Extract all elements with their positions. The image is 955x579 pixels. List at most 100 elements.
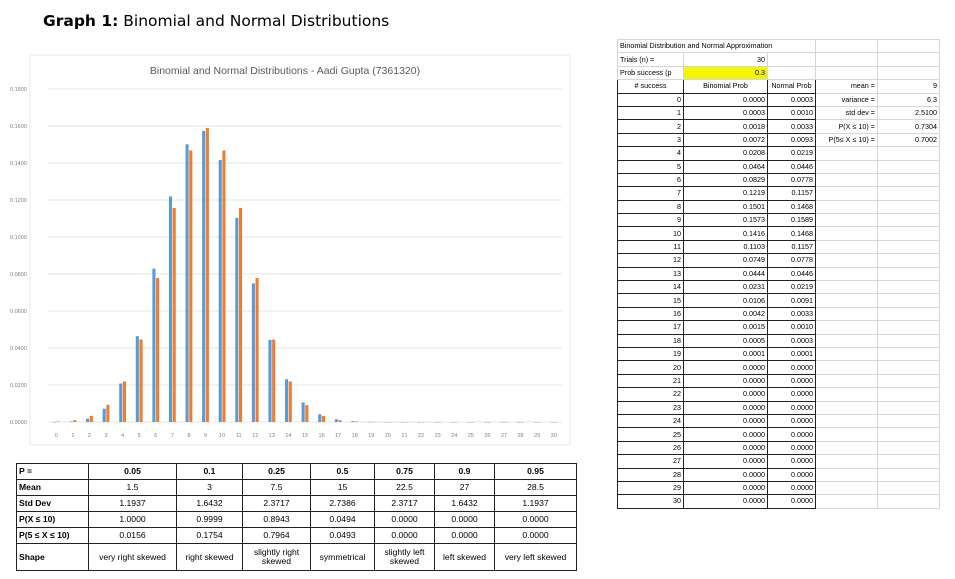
summary-label: mean =: [815, 79, 878, 94]
empty-cell: [815, 65, 878, 81]
stats-table: P = 0.05 0.1 0.25 0.5 0.75 0.9 0.95 Mean 1.5 3 7.5 1…: [16, 463, 577, 571]
binomial-prob: 0.0208: [683, 146, 768, 161]
table-cell: 2.3717: [242, 495, 311, 512]
empty-cell: [877, 454, 940, 469]
sheet-data-row: 28 0.0000 0.0000: [617, 467, 940, 482]
summary-value: 6.3: [877, 92, 940, 107]
binomial-prob: 0.0018: [683, 119, 768, 134]
binomial-bar: [268, 339, 272, 422]
table-cell: right skewed: [176, 543, 243, 571]
sheet-data-row: 6 0.0829 0.0778: [617, 172, 940, 188]
normal-prob: 0.0000: [767, 467, 816, 482]
normal-prob: 0.0000: [767, 454, 816, 469]
binomial-bar: [102, 408, 106, 422]
x-tick-label: 19: [368, 433, 374, 439]
x-tick-label: 26: [484, 433, 490, 439]
success-count: 11: [617, 239, 684, 255]
empty-cell: [815, 280, 878, 295]
empty-cell: [877, 52, 940, 67]
empty-cell: [877, 280, 940, 295]
binomial-prob: 0.1501: [683, 199, 768, 215]
binomial-prob: 0.0072: [683, 132, 768, 148]
table-cell: very left skewed: [494, 543, 577, 571]
binomial-prob: 0.0000: [683, 360, 768, 375]
normal-prob: 0.0003: [767, 333, 816, 348]
success-count: 9: [617, 213, 684, 228]
x-tick-label: 23: [435, 433, 441, 439]
x-tick-label: 4: [121, 433, 124, 439]
normal-bar: [89, 415, 93, 422]
normal-bar: [122, 381, 127, 422]
success-count: 6: [617, 172, 684, 188]
empty-cell: [877, 413, 940, 429]
sheet-data-row: 9 0.1573 0.1589: [617, 213, 940, 228]
normal-prob: 0.0033: [767, 306, 816, 322]
empty-cell: [815, 213, 878, 228]
summary-label: P(X ≤ 10) =: [815, 119, 878, 134]
normal-prob: 0.0001: [767, 346, 816, 362]
table-cell: 0.95: [494, 463, 577, 480]
table-cell: 1.6432: [434, 495, 495, 512]
table-cell: slightly left skewed: [374, 543, 435, 571]
success-count: 28: [617, 467, 684, 482]
table-cell: 1.1937: [88, 495, 177, 512]
empty-cell: [877, 213, 940, 228]
empty-cell: [877, 172, 940, 188]
table-cell: 2.3717: [374, 495, 435, 512]
trials-row: Trials (n) = 30: [617, 52, 940, 67]
binomial-prob: 0.0000: [683, 480, 768, 496]
sheet-data-row: 5 0.0464 0.0446: [617, 159, 940, 174]
table-cell: 0.9999: [176, 511, 243, 528]
normal-bar: [288, 381, 292, 422]
empty-cell: [877, 467, 940, 482]
success-count: 0: [617, 92, 684, 107]
binomial-prob: 0.0231: [683, 280, 768, 295]
empty-cell: [815, 38, 878, 54]
table-cell: 15: [310, 479, 375, 496]
normal-bar: [338, 420, 342, 422]
normal-prob: 0.0778: [767, 253, 816, 268]
binomial-prob: 0.0000: [683, 427, 768, 442]
empty-cell: [877, 400, 940, 415]
empty-cell: [815, 373, 878, 389]
table-cell: 1.6432: [176, 495, 243, 512]
binomial-prob: 0.0106: [683, 293, 768, 308]
row-label: P(5 ≤ X ≤ 10): [16, 527, 89, 544]
sheet-title: Binomial Distribution and Normal Approxi…: [617, 38, 816, 54]
success-count: 17: [617, 320, 684, 335]
binomial-bar: [318, 414, 322, 422]
empty-cell: [815, 266, 878, 282]
trials-label: Trials (n) =: [617, 52, 684, 67]
binomial-prob: 0.0015: [683, 320, 768, 335]
sheet-data-row: 10 0.1416 0.1468: [617, 226, 940, 241]
distribution-chart: Binomial and Normal Distributions - Aadi…: [10, 54, 571, 446]
binomial-bar: [185, 144, 189, 422]
table-cell: 22.5: [374, 479, 435, 496]
x-tick-label: 3: [105, 433, 108, 439]
normal-bar: [255, 278, 259, 422]
empty-cell: [815, 293, 878, 308]
row-label: Std Dev: [16, 495, 89, 512]
summary-label: P(5≤ X ≤ 10) =: [815, 132, 878, 148]
empty-cell: [815, 239, 878, 255]
empty-cell: [877, 373, 940, 389]
table-cell: 0.1754: [176, 527, 243, 544]
binomial-bar: [218, 160, 222, 422]
y-tick-label: 0.0400: [10, 346, 27, 352]
empty-cell: [877, 440, 940, 456]
empty-cell: [877, 199, 940, 215]
empty-cell: [815, 400, 878, 415]
table-cell: 0.1: [176, 463, 243, 480]
x-tick-label: 7: [171, 433, 174, 439]
binomial-bar: [235, 217, 239, 422]
table-cell: 0.0000: [374, 527, 435, 544]
table-cell: 0.25: [242, 463, 311, 480]
x-tick-label: 27: [501, 433, 507, 439]
row-label: Mean: [16, 479, 89, 496]
sheet-data-row: 13 0.0444 0.0446: [617, 266, 940, 282]
empty-cell: [815, 186, 878, 201]
binomial-prob: 0.0001: [683, 346, 768, 362]
table-cell: 0.9: [434, 463, 495, 480]
binomial-bar: [251, 283, 255, 422]
success-count: 29: [617, 480, 684, 496]
